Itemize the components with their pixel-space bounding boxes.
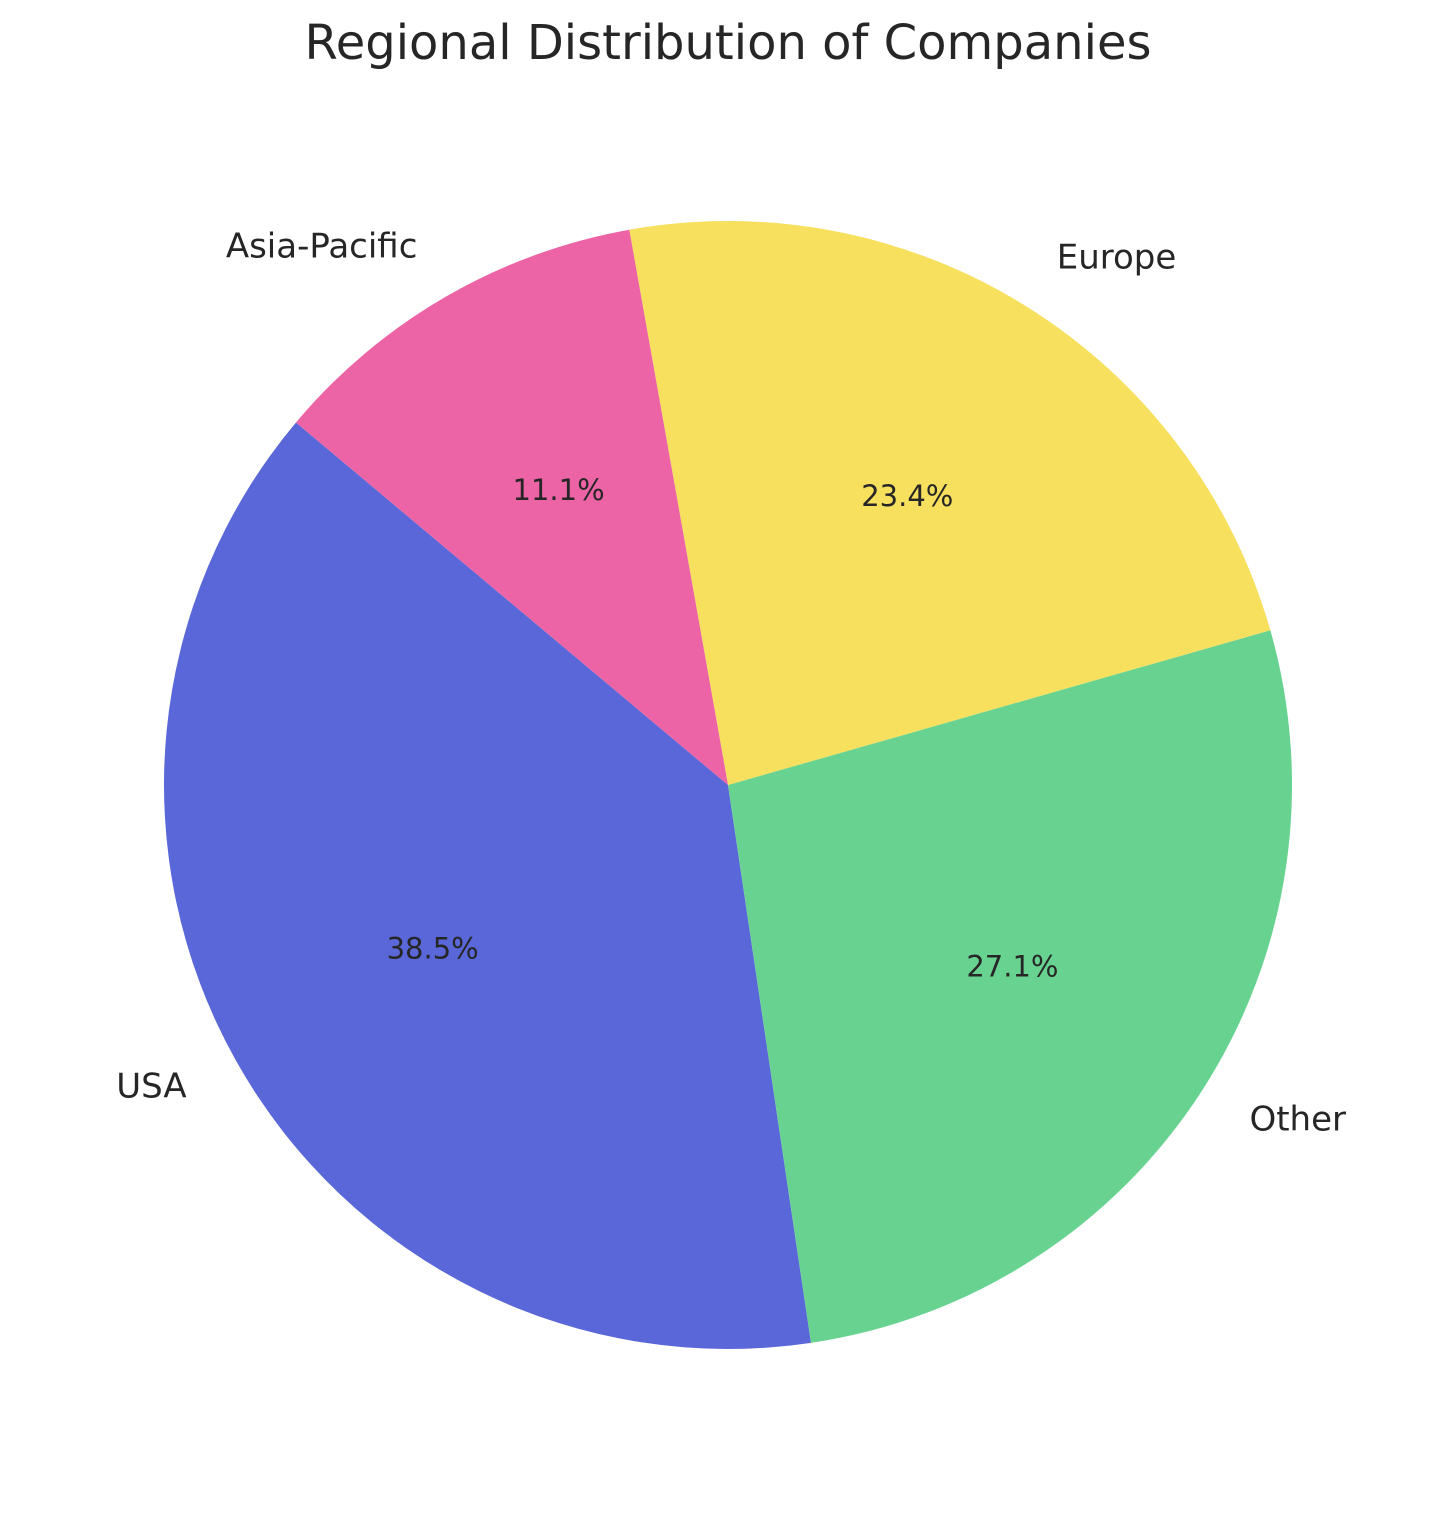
- chart-title: Regional Distribution of Companies: [305, 15, 1152, 71]
- pie-slice: [295, 229, 728, 786]
- value-label: 38.5%: [387, 931, 479, 965]
- slice-label: USA: [116, 1066, 186, 1106]
- pie-slice: [163, 422, 811, 1349]
- slice-label: Asia-Pacific: [226, 226, 418, 266]
- pie-slice: [728, 630, 1292, 1343]
- value-label: 23.4%: [861, 479, 953, 513]
- pie-slice: [629, 221, 1271, 786]
- value-label: 27.1%: [966, 949, 1058, 983]
- slice-label: Europe: [1057, 237, 1177, 277]
- slice-label: Other: [1249, 1100, 1346, 1140]
- value-label: 11.1%: [513, 473, 605, 507]
